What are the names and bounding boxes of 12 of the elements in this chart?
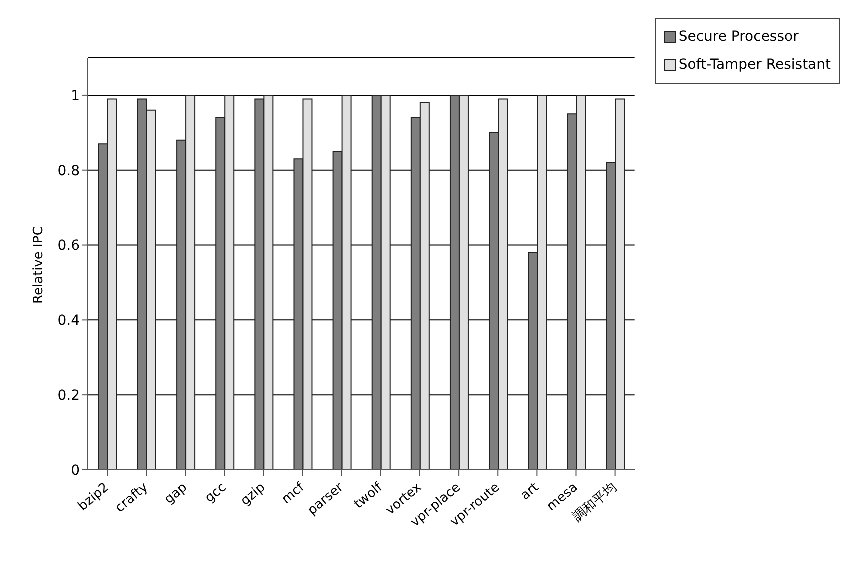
y-tick-label: 0.4 — [58, 313, 80, 330]
y-tick-label: 0.2 — [58, 388, 80, 404]
y-tick-label: 0.8 — [58, 163, 80, 180]
y-tick-label: 0.6 — [58, 238, 80, 254]
x-tick-label: gcc — [202, 480, 230, 506]
x-tick-label: gap — [162, 480, 190, 508]
y-tick-label: 0 — [71, 462, 80, 479]
legend-label: Soft-Tamper Resistant — [678, 56, 831, 75]
y-tick-label: 1 — [71, 88, 80, 104]
x-tick-label: art — [518, 480, 542, 504]
y-axis-title: Relative IPC — [32, 226, 47, 304]
legend-label: Secure Processor — [678, 28, 799, 47]
